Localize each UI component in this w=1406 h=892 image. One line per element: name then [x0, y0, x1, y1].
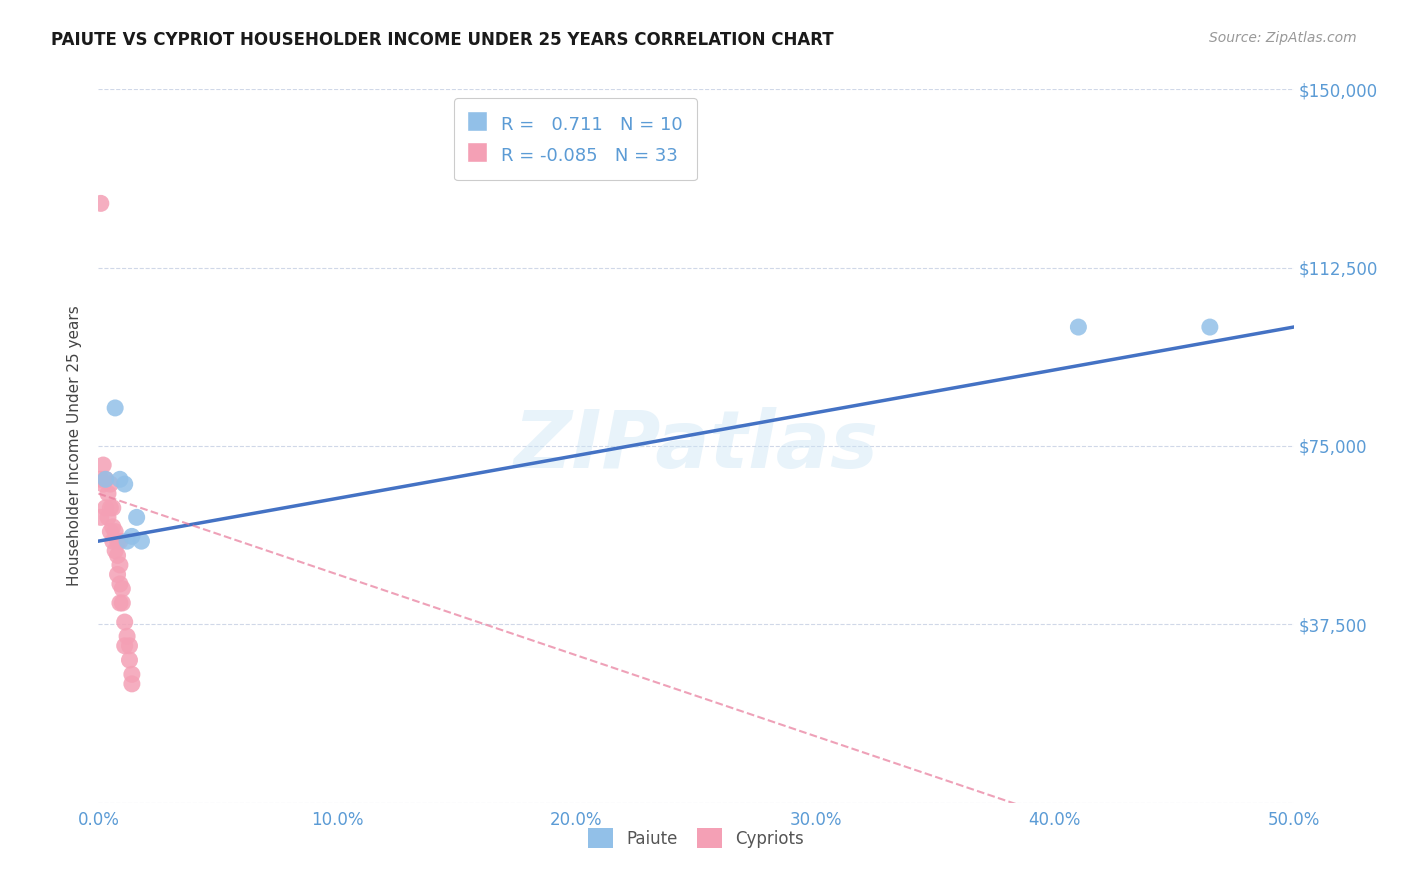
- Point: [94, 500, 117, 515]
- Point: [94, 472, 117, 486]
- Point: [114, 639, 136, 653]
- Point: [107, 549, 129, 563]
- Point: [111, 582, 134, 596]
- Point: [97, 510, 120, 524]
- Point: [114, 477, 136, 491]
- Point: [90, 510, 112, 524]
- Point: [131, 534, 153, 549]
- Point: [91, 477, 114, 491]
- Point: [121, 677, 143, 691]
- Point: [90, 196, 112, 211]
- Point: [91, 458, 114, 472]
- Point: [107, 567, 129, 582]
- Point: [90, 472, 112, 486]
- Point: [115, 534, 138, 549]
- Point: [121, 667, 143, 681]
- Point: [104, 543, 127, 558]
- Point: [1199, 320, 1222, 334]
- Legend: Paiute, Cypriots: Paiute, Cypriots: [581, 822, 811, 855]
- Text: PAIUTE VS CYPRIOT HOUSEHOLDER INCOME UNDER 25 YEARS CORRELATION CHART: PAIUTE VS CYPRIOT HOUSEHOLDER INCOME UND…: [51, 31, 834, 49]
- Point: [104, 524, 127, 539]
- Point: [101, 534, 124, 549]
- Point: [114, 615, 136, 629]
- Point: [108, 577, 131, 591]
- Point: [121, 529, 143, 543]
- Point: [97, 486, 120, 500]
- Point: [108, 472, 131, 486]
- Point: [98, 500, 122, 515]
- Point: [118, 639, 141, 653]
- Point: [1067, 320, 1090, 334]
- Point: [108, 534, 131, 549]
- Point: [101, 500, 124, 515]
- Point: [111, 596, 134, 610]
- Point: [108, 558, 131, 572]
- Point: [98, 524, 122, 539]
- Text: Source: ZipAtlas.com: Source: ZipAtlas.com: [1209, 31, 1357, 45]
- Y-axis label: Householder Income Under 25 years: Householder Income Under 25 years: [67, 306, 83, 586]
- Point: [101, 520, 124, 534]
- Point: [125, 510, 148, 524]
- Point: [107, 534, 129, 549]
- Point: [94, 472, 117, 486]
- Point: [115, 629, 138, 643]
- Point: [104, 401, 127, 415]
- Point: [98, 477, 122, 491]
- Text: ZIPatlas: ZIPatlas: [513, 407, 879, 485]
- Point: [118, 653, 141, 667]
- Point: [108, 596, 131, 610]
